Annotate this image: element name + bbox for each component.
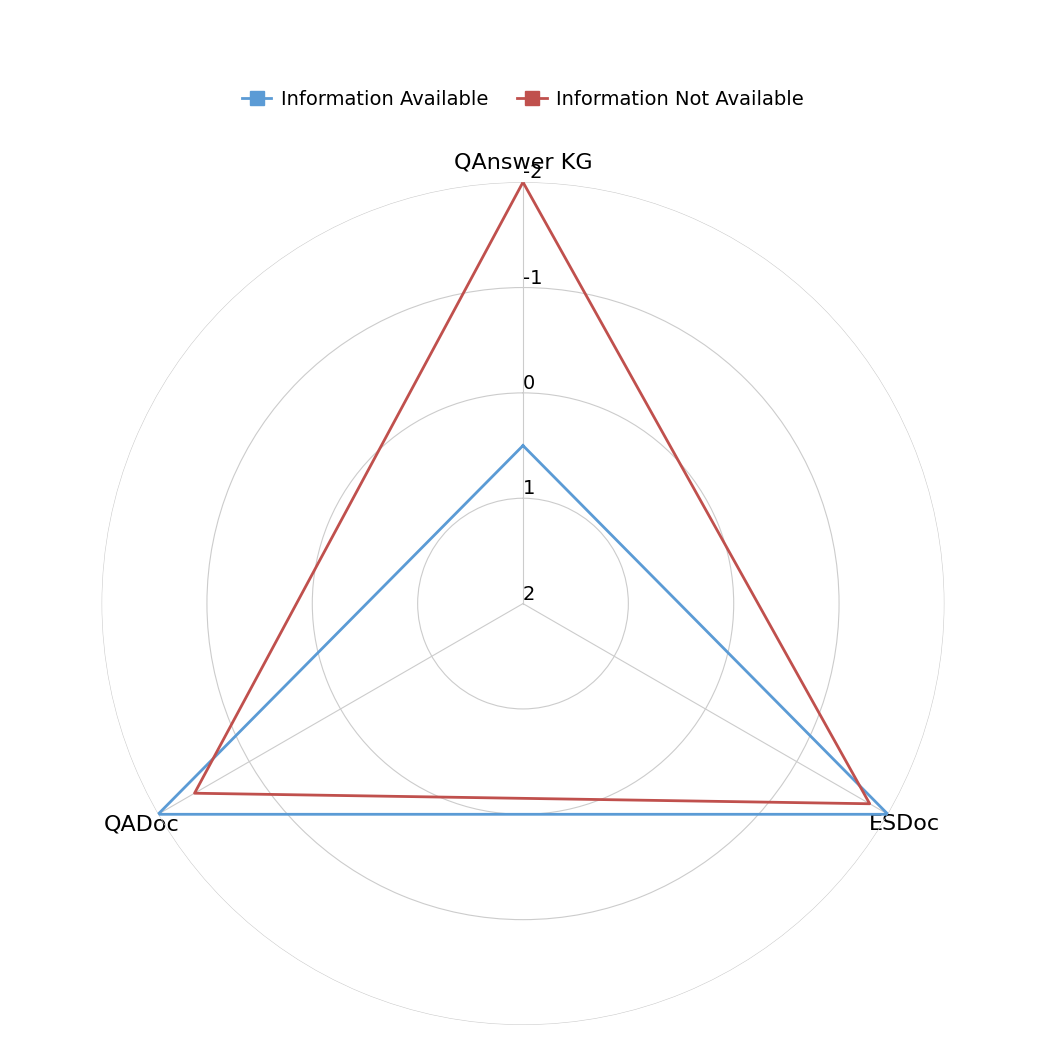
Legend: Information Available, Information Not Available: Information Available, Information Not A… bbox=[234, 82, 812, 116]
